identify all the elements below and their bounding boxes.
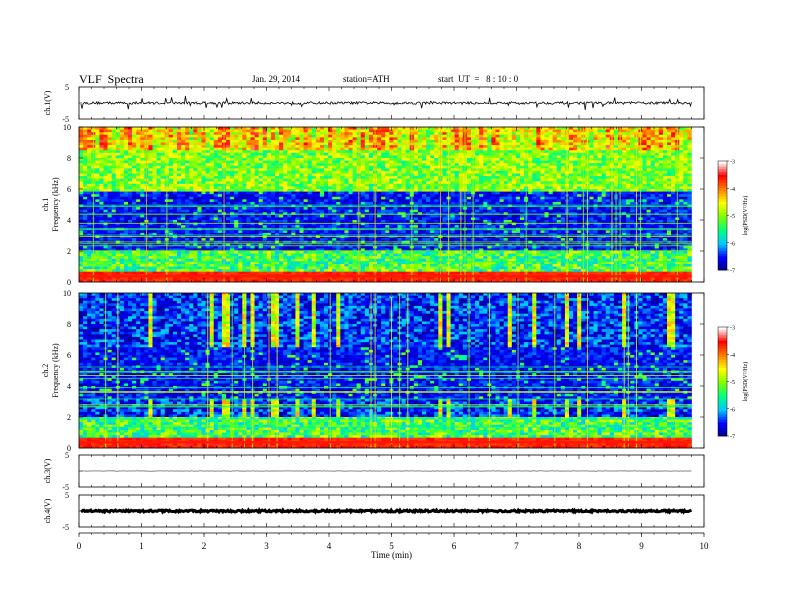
station-label: station=ATH (343, 74, 390, 84)
ch1-spectrogram-image (79, 127, 692, 283)
ch2-spectrogram-ylabel: Frequency (kHz) (51, 343, 60, 398)
figure-title: VLF Spectra (79, 72, 144, 86)
ch1-spectrogram-ytick-label: 6 (67, 185, 71, 194)
ch1-spectrogram-colorbar-label: log(PSD(V²/Hz) (742, 196, 749, 235)
date-label: Jan. 29, 2014 (252, 74, 300, 84)
ch4-ytick-label: 5 (65, 491, 69, 500)
ch2-spectrogram-ytick-label: 8 (67, 320, 71, 329)
ch3-ylabel: ch.3(V) (43, 458, 52, 483)
ch1-spectrogram-ylabel: Frequency (kHz) (51, 177, 60, 232)
ch2-spectrogram-ytick-label: 10 (63, 289, 71, 298)
ch1-spectrogram-colorbar-tick-label: -6 (730, 241, 735, 247)
ch1-ytick-label: 5 (65, 83, 69, 92)
x-tick-label: 4 (327, 541, 332, 551)
x-tick-label: 5 (389, 541, 394, 551)
ch2-spectrogram-ytick-label: 4 (67, 382, 71, 391)
ch1-ylabel: ch.1(V) (43, 90, 52, 115)
ch1-spectrogram-ytick-label: 2 (67, 247, 71, 256)
ch1-spectrogram-colorbar-tick-label: -7 (730, 269, 735, 275)
ch1-spectrogram-ytick-label: 0 (67, 278, 71, 287)
ch2-spectrogram-ytick-label: 0 (67, 444, 71, 453)
ch1-spectrogram-ylabel: ch.1 (41, 198, 50, 212)
x-tick-label: 8 (577, 541, 582, 551)
x-tick-label: 9 (639, 541, 644, 551)
ch4-ylabel: ch.4(V) (43, 498, 52, 523)
ch4-trace (80, 507, 693, 515)
x-tick-label: 7 (514, 541, 519, 551)
ch1-spectrogram-ytick-label: 10 (63, 123, 71, 132)
ch3-ytick-label: 5 (65, 451, 69, 460)
x-tick-label: 2 (202, 541, 207, 551)
x-tick-label: 1 (139, 541, 144, 551)
ch1-spectrogram-colorbar-tick-label: -5 (730, 214, 735, 220)
ch4-ytick-label: -5 (62, 523, 69, 532)
x-tick-label: 0 (77, 541, 82, 551)
ch2-spectrogram-image (79, 293, 692, 449)
ch2-spectrogram-colorbar-label: log(PSD(V²/Hz) (742, 362, 749, 401)
ch2-spectrogram-ytick-label: 2 (67, 413, 71, 422)
x-axis-label: Time (min) (371, 550, 412, 560)
ch1-spectrogram-ytick-label: 4 (67, 216, 71, 225)
ch2-spectrogram-ytick-label: 6 (67, 351, 71, 360)
start-time-label: start UT = 8 : 10 : 0 (438, 74, 519, 84)
ch1-spectrogram-ytick-label: 8 (67, 154, 71, 163)
ch2-spectrogram-colorbar-tick-label: -5 (730, 380, 735, 386)
ch1-ytick-label: -5 (62, 115, 69, 124)
x-tick-label: 6 (452, 541, 457, 551)
ch2-spectrogram-colorbar (718, 327, 727, 437)
ch2-spectrogram-colorbar-tick-label: -7 (730, 435, 735, 441)
ch2-spectrogram-ylabel: ch.2 (41, 364, 50, 378)
ch1-spectrogram-colorbar-tick-label: -4 (730, 187, 735, 193)
ch2-spectrogram-colorbar-tick-label: -6 (730, 407, 735, 413)
ch2-spectrogram-colorbar-tick-label: -4 (730, 353, 735, 359)
x-tick-label: 3 (264, 541, 269, 551)
ch2-spectrogram-colorbar-tick-label: -3 (730, 326, 735, 332)
ch1-trace (80, 95, 692, 111)
ch1-spectrogram-colorbar (718, 161, 727, 271)
ch1-spectrogram-colorbar-tick-label: -3 (730, 160, 735, 166)
ch3-ytick-label: -5 (62, 483, 69, 492)
x-tick-label: 10 (700, 541, 710, 551)
